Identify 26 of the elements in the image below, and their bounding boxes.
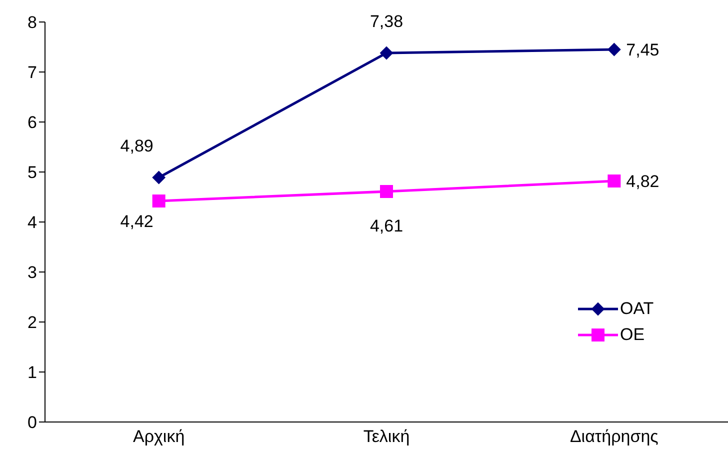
point [608,174,621,188]
y-tick-label: 1 [28,363,37,382]
legend-label: OAT [620,299,654,319]
point [152,194,166,208]
legend-label: OE [620,325,645,345]
y-tick-label: 3 [28,263,37,282]
data-label: 4,61 [370,216,404,236]
point [152,171,166,184]
y-tick-label: 7 [28,63,37,82]
y-tick-label: 2 [28,313,37,332]
data-label: 7,38 [370,12,404,31]
data-label: 4,42 [120,212,154,231]
x-tick-label: Διατήρησης [570,427,658,446]
point [608,43,621,56]
point [380,46,393,60]
y-tick-label: 6 [28,113,37,132]
y-tick-label: 0 [28,413,37,432]
x-tick-label: Αρχική [132,427,185,446]
y-tick-label: 8 [28,13,37,32]
x-tick-label: Τελική [363,427,410,446]
data-label: 7,45 [626,40,660,60]
point [380,185,393,198]
data-label: 4,82 [626,172,660,191]
y-tick-label: 4 [28,213,37,232]
y-tick-label: 5 [28,163,37,182]
data-label: 4,89 [120,136,154,156]
